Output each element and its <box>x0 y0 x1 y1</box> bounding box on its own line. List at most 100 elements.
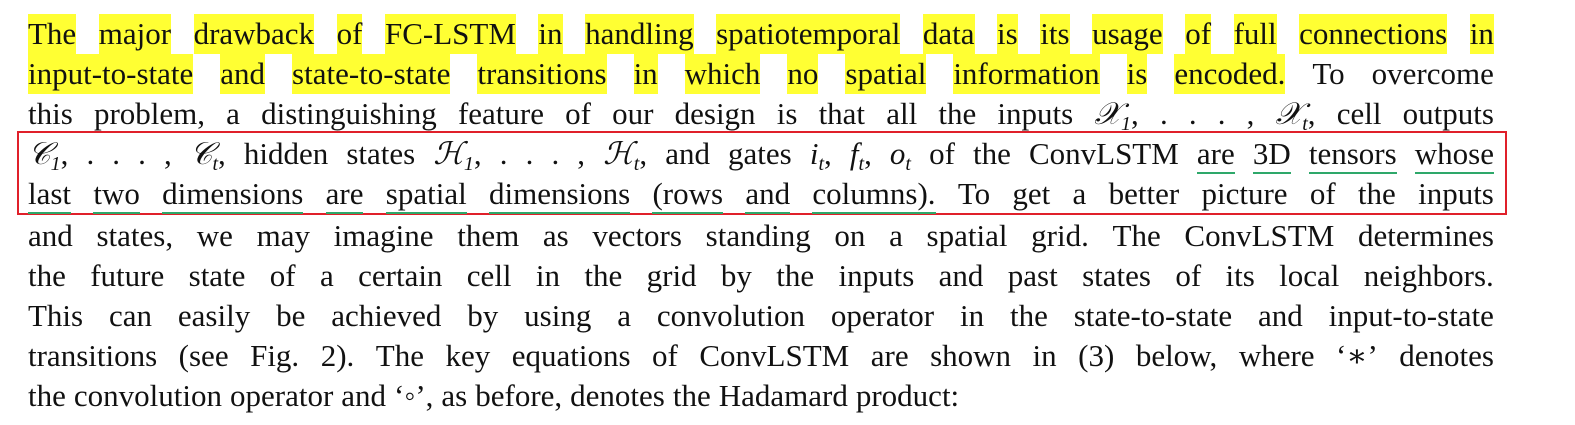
word: this <box>28 96 73 131</box>
word: full <box>1233 14 1277 54</box>
word: the <box>972 136 1011 171</box>
word: cell <box>1336 96 1382 131</box>
word: grid. <box>1031 218 1089 253</box>
word: of <box>1175 258 1202 293</box>
word: FC-LSTM <box>384 14 516 54</box>
word: its <box>1040 14 1070 54</box>
word: and <box>341 378 387 413</box>
word: vectors <box>592 218 682 253</box>
word: This <box>28 298 84 333</box>
word: 𝒞1, <box>28 136 69 175</box>
word: the <box>938 96 977 131</box>
word: by <box>467 298 499 333</box>
word: information <box>953 54 1100 94</box>
word: input-to-state <box>1328 298 1494 333</box>
text-line-9: transitions (see Fig. 2). The key equations of C… <box>28 336 1494 376</box>
word: design <box>674 96 756 131</box>
word: and <box>220 54 266 94</box>
word: all <box>886 96 918 131</box>
word: of <box>336 14 363 54</box>
word: the <box>776 258 815 293</box>
word: local <box>1279 258 1340 293</box>
word: To <box>957 176 991 211</box>
word: spatial <box>845 54 927 94</box>
word: problem, <box>93 96 206 131</box>
word: . <box>525 136 534 171</box>
word: (see <box>178 338 229 373</box>
word: in <box>1469 14 1494 54</box>
word: ot <box>889 136 911 175</box>
text-line-8: This can easily be achieved by using a convoluti… <box>28 296 1494 336</box>
word: 𝒳1, <box>1094 96 1139 135</box>
word: ‘◦’, <box>394 378 434 413</box>
word: handling <box>585 14 694 54</box>
word: outputs <box>1402 96 1494 131</box>
word: 2). <box>320 338 355 373</box>
word: ℋt, <box>603 136 648 175</box>
word: whose <box>1414 134 1494 174</box>
word: encoded. <box>1174 54 1286 94</box>
word: a <box>1072 176 1087 211</box>
word: certain <box>358 258 443 293</box>
word: of <box>565 96 591 131</box>
word: The <box>375 338 424 373</box>
word: its <box>1225 258 1255 293</box>
word: in <box>633 54 658 94</box>
text-line-10: the convolution operator and ‘◦’, as before, de… <box>28 376 1494 416</box>
word: standing <box>705 218 811 253</box>
word: ℋ1, <box>433 136 482 175</box>
word: operator <box>830 298 935 333</box>
word: . <box>1217 96 1226 131</box>
word: transitions <box>477 54 607 94</box>
word: determines <box>1357 218 1494 253</box>
word: the <box>672 378 711 413</box>
word: ConvLSTM <box>1184 218 1335 253</box>
word: dimensions <box>488 174 631 214</box>
word: last <box>28 174 72 214</box>
word: . <box>1159 96 1168 131</box>
word: , <box>163 136 172 171</box>
word: state-to-state <box>1073 298 1233 333</box>
word: state <box>188 258 246 293</box>
text-line-6: and states, we may imagine them as vectors stand… <box>28 216 1494 256</box>
word: key <box>445 338 491 373</box>
word: states <box>346 136 416 171</box>
word: of <box>652 338 678 373</box>
word: achieved <box>331 298 442 333</box>
word: Hadamard <box>718 378 848 413</box>
word: picture <box>1201 176 1288 211</box>
word: state-to-state <box>292 54 451 94</box>
word: be <box>276 298 306 333</box>
word: better <box>1108 176 1180 211</box>
word: grid <box>646 258 697 293</box>
word: and <box>938 258 984 293</box>
word: inputs <box>997 96 1074 131</box>
word: the <box>28 258 66 293</box>
word: spatiotemporal <box>716 14 901 54</box>
word: gates <box>728 136 792 171</box>
word: a <box>319 258 334 293</box>
word: imagine <box>333 218 434 253</box>
word: overcome <box>1371 56 1494 91</box>
word: ConvLSTM <box>1028 136 1179 171</box>
word: transitions <box>28 338 158 373</box>
word: To <box>1312 56 1345 91</box>
word: states <box>1082 258 1151 293</box>
word: columns). <box>812 174 936 214</box>
word: Fig. <box>250 338 300 373</box>
word: connections <box>1299 14 1448 54</box>
text-line-1: The major drawback of FC-LSTM in handling spati… <box>28 14 1494 54</box>
word: and <box>745 174 791 214</box>
word: cell <box>466 258 512 293</box>
word: . <box>1188 96 1197 131</box>
word: of <box>1309 176 1336 211</box>
word: no <box>787 54 819 94</box>
word: is <box>1126 54 1148 94</box>
word: dimensions <box>162 174 304 214</box>
annotation-box <box>17 131 1507 215</box>
word: , <box>577 136 586 171</box>
word: inputs <box>838 258 915 293</box>
text-line-3: this problem, a distinguishing feature of our d… <box>28 94 1494 134</box>
word: may <box>256 218 310 253</box>
word: it, <box>809 136 832 175</box>
